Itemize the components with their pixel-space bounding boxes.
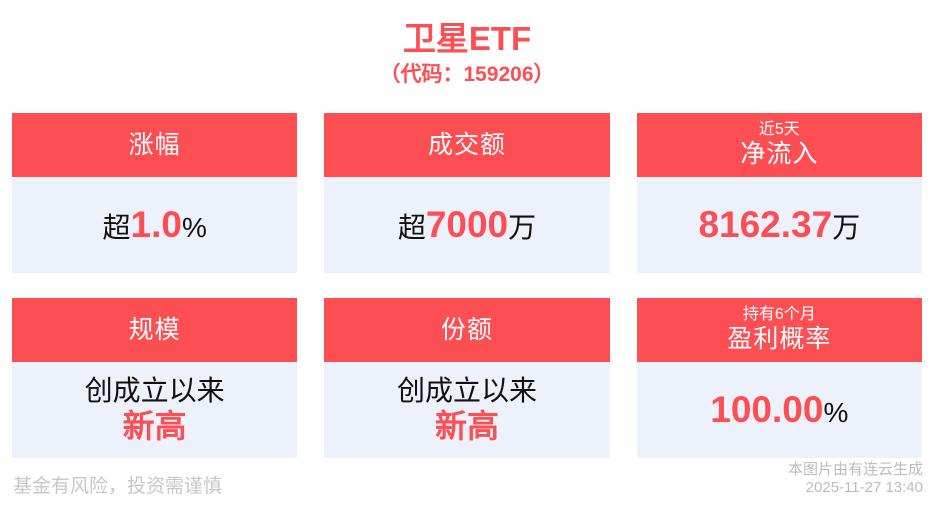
value-number: 8162.37 (698, 204, 833, 246)
value-unit: % (823, 397, 849, 429)
value-highlight-line: 新高 (434, 408, 499, 445)
card-header: 近5天 净流入 (636, 113, 922, 178)
value-prefix: 创成立以来 (84, 374, 225, 406)
value-line: 创成立以来 (84, 374, 225, 407)
footer-timestamp: 2025-11-27 13:40 (805, 479, 923, 497)
card-header-top-label: 近5天 (758, 121, 800, 139)
card-header-label: 成交额 (427, 130, 506, 159)
value-prefix: 超 (102, 212, 131, 244)
footer-source: 本图片由有连云生成 (787, 460, 923, 478)
metric-card-turnover: 成交额 超 7000 万 (324, 113, 610, 274)
card-header-label: 规模 (128, 315, 181, 344)
value-number: 1.0 (130, 204, 182, 246)
card-value: 100.00 % (636, 362, 922, 459)
card-value: 8162.37 万 (636, 177, 922, 274)
value-unit: % (181, 212, 207, 244)
card-value: 超 7000 万 (324, 177, 610, 274)
value-number: 7000 (425, 204, 509, 246)
page-subtitle: （代码：159206） (379, 63, 555, 87)
card-header: 持有6个月 盈利概率 (636, 298, 922, 363)
value-prefix: 超 (397, 212, 426, 244)
value-line: 100.00 % (710, 389, 849, 431)
card-header-top-label: 持有6个月 (742, 306, 816, 324)
metric-card-scale: 规模 创成立以来 新高 (12, 298, 298, 459)
value-prefix: 创成立以来 (396, 374, 537, 406)
card-header: 涨幅 (12, 113, 298, 178)
card-value: 创成立以来 新高 (324, 362, 610, 459)
card-value: 超 1.0 % (12, 177, 298, 274)
footer-disclaimer: 基金有风险，投资需谨慎 (13, 476, 223, 497)
value-line: 超 7000 万 (397, 204, 537, 246)
card-header: 规模 (12, 298, 298, 363)
card-header: 成交额 (324, 113, 610, 178)
metric-card-net-inflow: 近5天 净流入 8162.37 万 (636, 113, 922, 274)
metric-card-shares: 份额 创成立以来 新高 (324, 298, 610, 459)
card-value: 创成立以来 新高 (12, 362, 298, 459)
value-line: 创成立以来 (396, 374, 537, 407)
metric-card-grid: 涨幅 超 1.0 % 成交额 超 7000 万 (12, 113, 922, 459)
metric-card-profit-probability: 持有6个月 盈利概率 100.00 % (636, 298, 922, 459)
footer-credit: 本图片由有连云生成 2025-11-27 13:40 (788, 461, 923, 499)
value-number: 100.00 (710, 389, 824, 431)
card-header-label: 盈利概率 (727, 325, 832, 354)
card-header-label: 份额 (440, 315, 493, 344)
value-line: 超 1.0 % (102, 204, 207, 246)
card-header-label: 净流入 (740, 140, 819, 169)
value-unit: 万 (832, 212, 861, 244)
metric-card-change: 涨幅 超 1.0 % (12, 113, 298, 274)
value-highlight-line: 新高 (122, 408, 187, 445)
card-header: 份额 (324, 298, 610, 363)
value-unit: 万 (508, 212, 537, 244)
value-line: 8162.37 万 (698, 204, 861, 246)
page-title: 卫星ETF (402, 20, 532, 57)
card-header-label: 涨幅 (128, 130, 181, 159)
